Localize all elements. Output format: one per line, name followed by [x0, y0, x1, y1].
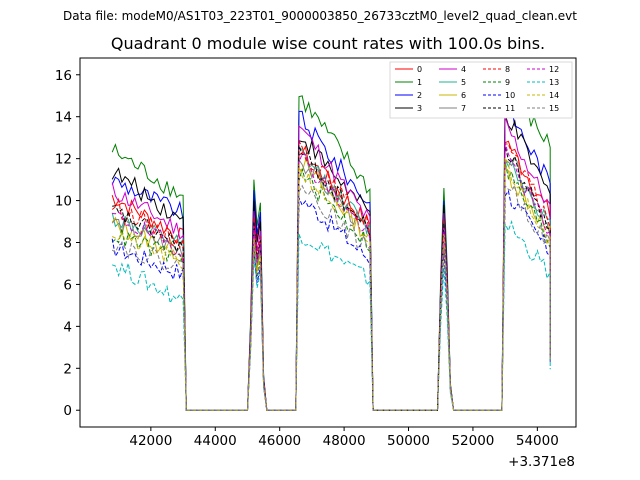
legend-label-7: 7 [461, 104, 466, 113]
series-line-10 [111, 189, 551, 411]
y-tick-label: 4 [63, 319, 72, 335]
legend-label-3: 3 [417, 104, 422, 113]
legend-label-11: 11 [505, 104, 515, 113]
legend-label-4: 4 [461, 65, 466, 74]
series-line-0 [111, 140, 551, 411]
series-line-9 [111, 161, 551, 411]
series-lines [111, 82, 551, 411]
y-tick-label: 0 [63, 403, 72, 419]
legend-label-5: 5 [461, 78, 466, 87]
series-line-6 [111, 158, 551, 411]
legend-label-14: 14 [549, 91, 559, 100]
series-line-15 [111, 184, 551, 411]
legend-label-1: 1 [417, 78, 422, 87]
legend-label-15: 15 [549, 104, 559, 113]
series-line-1 [111, 82, 551, 411]
y-tick-label: 14 [55, 110, 72, 126]
chart-title: Quadrant 0 module wise count rates with … [111, 34, 545, 53]
legend-label-12: 12 [549, 65, 559, 74]
legend-label-2: 2 [417, 91, 422, 100]
x-offset-label: +3.371e8 [508, 454, 575, 470]
series-line-8 [111, 140, 551, 411]
x-tick-label: 54000 [516, 433, 559, 449]
y-tick-label: 8 [63, 236, 72, 252]
series-line-2 [111, 106, 551, 411]
x-axis: 42000 44000 46000 48000 50000 52000 54000 [129, 427, 559, 449]
legend-label-0: 0 [417, 65, 422, 74]
x-tick-label: 52000 [451, 433, 494, 449]
legend-label-9: 9 [505, 78, 510, 87]
legend-box [389, 61, 573, 119]
series-line-14 [111, 157, 551, 411]
y-tick-label: 12 [55, 152, 72, 168]
x-tick-label: 46000 [258, 433, 301, 449]
x-tick-label: 50000 [387, 433, 430, 449]
legend-label-8: 8 [505, 65, 510, 74]
x-tick-label: 44000 [194, 433, 237, 449]
x-tick-label: 42000 [129, 433, 172, 449]
y-tick-label: 2 [63, 361, 72, 377]
y-axis: 0 2 4 6 8 10 12 14 16 [55, 68, 80, 419]
chart-suptitle: Data file: modeM0/AS1T03_223T01_90000038… [63, 9, 577, 23]
legend-label-6: 6 [461, 91, 466, 100]
series-line-4 [111, 116, 551, 411]
legend-label-13: 13 [549, 78, 559, 87]
x-tick-label: 48000 [323, 433, 366, 449]
series-line-7 [111, 156, 551, 411]
legend-label-10: 10 [505, 91, 515, 100]
y-tick-label: 16 [55, 68, 72, 84]
y-tick-label: 10 [55, 194, 72, 210]
y-tick-label: 6 [63, 277, 72, 293]
